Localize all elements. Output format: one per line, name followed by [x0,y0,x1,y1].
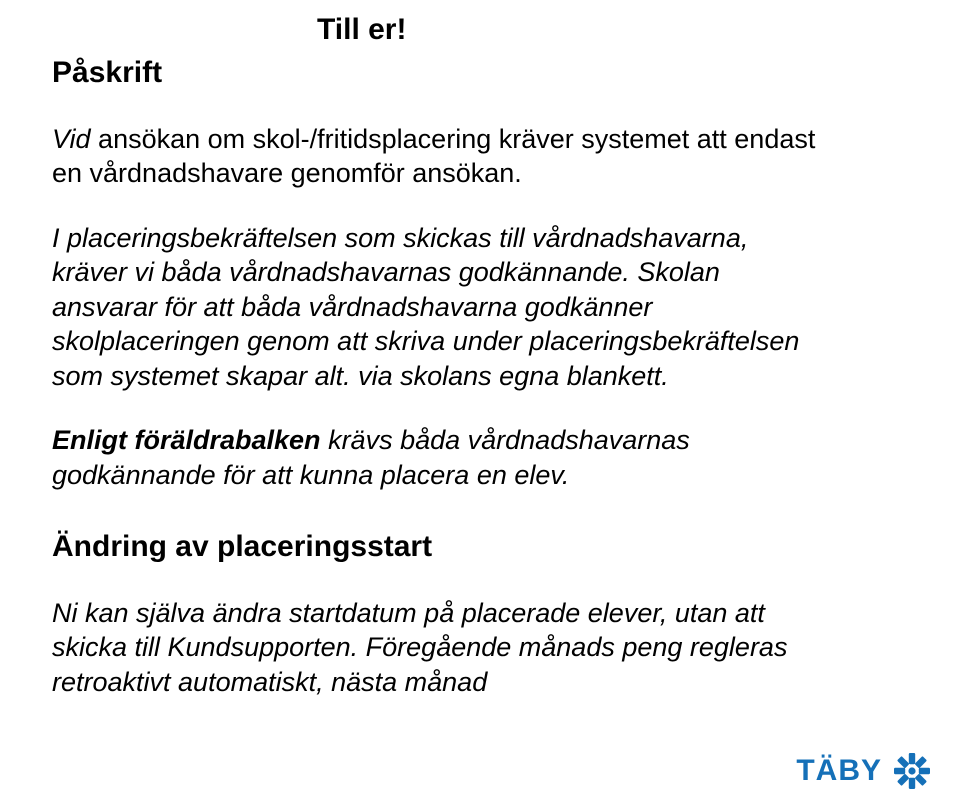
section-heading-paskrift: Påskrift [52,54,822,92]
paragraph-3: Enligt föräldrabalken krävs båda vårdnad… [52,423,822,492]
paragraph-2: I placeringsbekräftelsen som skickas til… [52,221,822,394]
logo-text: TÄBY [796,754,882,788]
paragraph-4: Ni kan själva ändra startdatum på placer… [52,596,822,700]
document-title: Till er! [317,12,822,48]
logo-mark-icon [892,751,932,791]
document-page: Till er! Påskrift Vid ansökan om skol-/f… [0,0,960,807]
footer-logo: TÄBY [796,751,932,791]
document-content: Till er! Påskrift Vid ansökan om skol-/f… [52,12,822,700]
section-heading-andring: Ändring av placeringsstart [52,528,822,566]
paragraph-1: Vid ansökan om skol-/fritidsplacering kr… [52,122,822,191]
